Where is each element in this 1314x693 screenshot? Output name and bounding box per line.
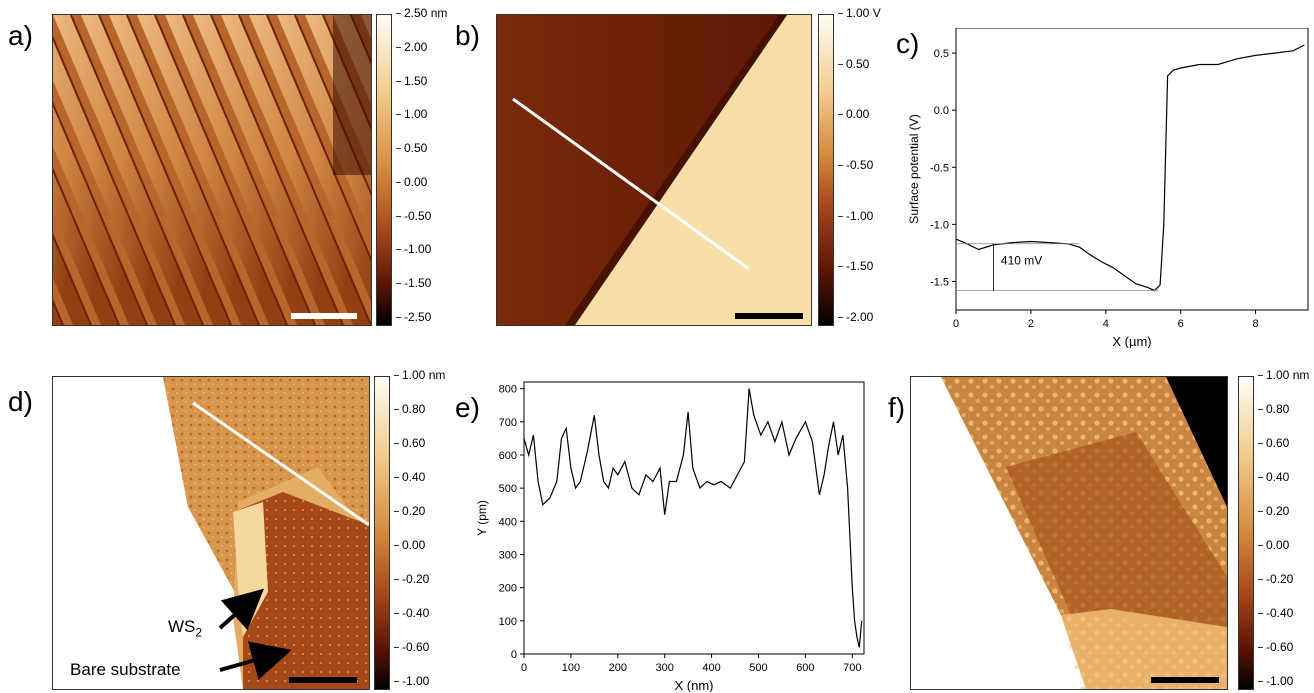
colorbar-tick-label: 1.00 V xyxy=(838,6,881,20)
y-tick-label: 400 xyxy=(499,516,517,528)
colorbar-tick-label: -0.20 xyxy=(393,572,430,586)
panel-label-b: b) xyxy=(455,20,480,51)
x-tick-label: 6 xyxy=(1178,318,1184,330)
colorbar-tick-label: -1.00 xyxy=(393,674,430,688)
colorbar-tick-label: -1.00 xyxy=(1257,674,1294,688)
kpfm-potential-image-b xyxy=(496,14,812,326)
colorbar-tick-label: 1.00 xyxy=(395,107,428,122)
y-tick-label: 100 xyxy=(499,616,517,628)
panel-label-e: e) xyxy=(455,392,480,423)
colorbar-tick-label: 0.00 xyxy=(393,538,426,552)
x-tick-label: 100 xyxy=(562,662,580,674)
colorbar-tick-label: 2.00 xyxy=(395,39,428,54)
y-tick-label: 300 xyxy=(499,549,517,561)
x-tick-label: 300 xyxy=(656,662,674,674)
colorbar-tick-label: -0.60 xyxy=(1257,640,1294,654)
x-tick-label: 200 xyxy=(609,662,627,674)
colorbar-tick-label: 0.80 xyxy=(1257,402,1290,416)
x-tick-label: 600 xyxy=(796,662,814,674)
colorbar-tick-label: -0.40 xyxy=(1257,606,1294,620)
y-tick-label: 600 xyxy=(499,450,517,462)
x-tick-label: 400 xyxy=(702,662,720,674)
bare-substrate-label: Bare substrate xyxy=(70,660,181,679)
colorbar-tick-label: 1.50 xyxy=(395,73,428,88)
difference-annotation: 410 mV xyxy=(1001,253,1042,267)
scale-bar xyxy=(735,313,803,319)
y-tick-label: 0.5 xyxy=(934,48,949,60)
x-axis-label: X (nm) xyxy=(675,678,714,692)
surface-potential-plot: 0 2 4 6 8 0.5 0.0 -0.5 -1.0 -1.5 X (µm) Surface pot… xyxy=(907,28,1309,348)
colorbar-tick-label: -1.50 xyxy=(837,259,874,274)
ws2-label: WS2 xyxy=(168,617,203,640)
colorbar-tick-label: 0.40 xyxy=(1257,470,1290,484)
y-tick-label: -0.5 xyxy=(930,162,949,174)
afm-topography-image-a xyxy=(52,14,372,326)
colorbar-tick-label: -0.20 xyxy=(1257,572,1294,586)
scale-bar xyxy=(289,677,357,683)
x-tick-label: 2 xyxy=(1028,318,1034,330)
scale-bar xyxy=(291,313,357,319)
colorbar-f xyxy=(1238,376,1254,690)
colorbar-tick-label: 0.20 xyxy=(1257,504,1290,518)
colorbar-tick-label: 0.80 xyxy=(393,402,426,416)
scale-bar xyxy=(1151,677,1219,683)
profile-line xyxy=(192,401,369,527)
y-tick-label: 500 xyxy=(499,483,517,495)
colorbar-tick-label: -1.50 xyxy=(395,276,432,291)
colorbar-tick-label: 0.60 xyxy=(1257,436,1290,450)
y-tick-label: 0.0 xyxy=(934,105,949,117)
colorbar-tick-label: 0.20 xyxy=(393,504,426,518)
colorbar-tick-label: -1.00 xyxy=(837,208,874,223)
data-line xyxy=(523,388,863,648)
y-axis-label: Y (pm) xyxy=(475,500,489,536)
colorbar-tick-label: -0.50 xyxy=(395,208,432,223)
colorbar-d xyxy=(374,376,390,690)
colorbar-tick-label: -2.50 xyxy=(395,310,432,324)
afm-topography-image-d xyxy=(52,376,370,690)
colorbar-tick-label: -2.00 xyxy=(837,310,874,324)
colorbar-tick-label: -1.00 xyxy=(395,242,432,257)
panel-label-c: c) xyxy=(896,28,920,59)
x-tick-label: 500 xyxy=(749,662,767,674)
colorbar-tick-label: 0.00 xyxy=(837,107,870,122)
y-tick-label: 700 xyxy=(499,417,517,429)
x-tick-label: 4 xyxy=(1103,318,1109,330)
y-tick-label: -1.0 xyxy=(930,219,949,231)
colorbar-tick-label: 0.60 xyxy=(393,436,426,450)
colorbar-tick-label: 0.50 xyxy=(837,56,870,71)
panel-label-f: f) xyxy=(888,392,906,423)
y-axis-label: Surface potential (V) xyxy=(907,114,921,223)
colorbar-tick-label: 0.40 xyxy=(393,470,426,484)
colorbar-tick-label: -0.60 xyxy=(393,640,430,654)
data-line xyxy=(955,44,1305,292)
plot-frame xyxy=(523,381,865,655)
y-tick-label: -1.5 xyxy=(930,276,949,288)
colorbar-tick-label: 0.00 xyxy=(395,174,428,189)
x-tick-label: 0 xyxy=(521,662,527,674)
colorbar-tick-label: 0.00 xyxy=(1257,538,1290,552)
colorbar-tick-label: 1.00 nm xyxy=(393,368,446,382)
y-tick-label: 800 xyxy=(499,384,517,396)
y-tick-label: 0 xyxy=(511,649,517,661)
y-tick-label: 200 xyxy=(499,583,517,595)
colorbar-tick-label: 1.00 nm xyxy=(1257,368,1310,382)
colorbar-tick-label: 0.50 xyxy=(395,141,428,156)
colorbar-tick-label: 2.50 nm xyxy=(395,6,448,20)
panel-label-a: a) xyxy=(8,20,33,51)
colorbar-tick-label: -0.50 xyxy=(837,158,874,172)
panel-label-d: d) xyxy=(8,386,33,417)
x-tick-label: 8 xyxy=(1253,318,1259,330)
profile-line xyxy=(512,97,750,271)
height-profile-plot: 0 100 200 300 400 500 600 700 0 100 200 300 400 500 60… xyxy=(475,381,865,692)
plot-frame xyxy=(955,28,1309,311)
afm-topography-image-f xyxy=(910,376,1228,690)
x-tick-label: 0 xyxy=(953,318,959,330)
colorbar-a xyxy=(376,14,392,326)
x-tick-label: 700 xyxy=(843,662,861,674)
colorbar-tick-label: -0.40 xyxy=(393,606,430,620)
x-axis-label: X (µm) xyxy=(1112,334,1151,348)
colorbar-b xyxy=(818,14,834,326)
